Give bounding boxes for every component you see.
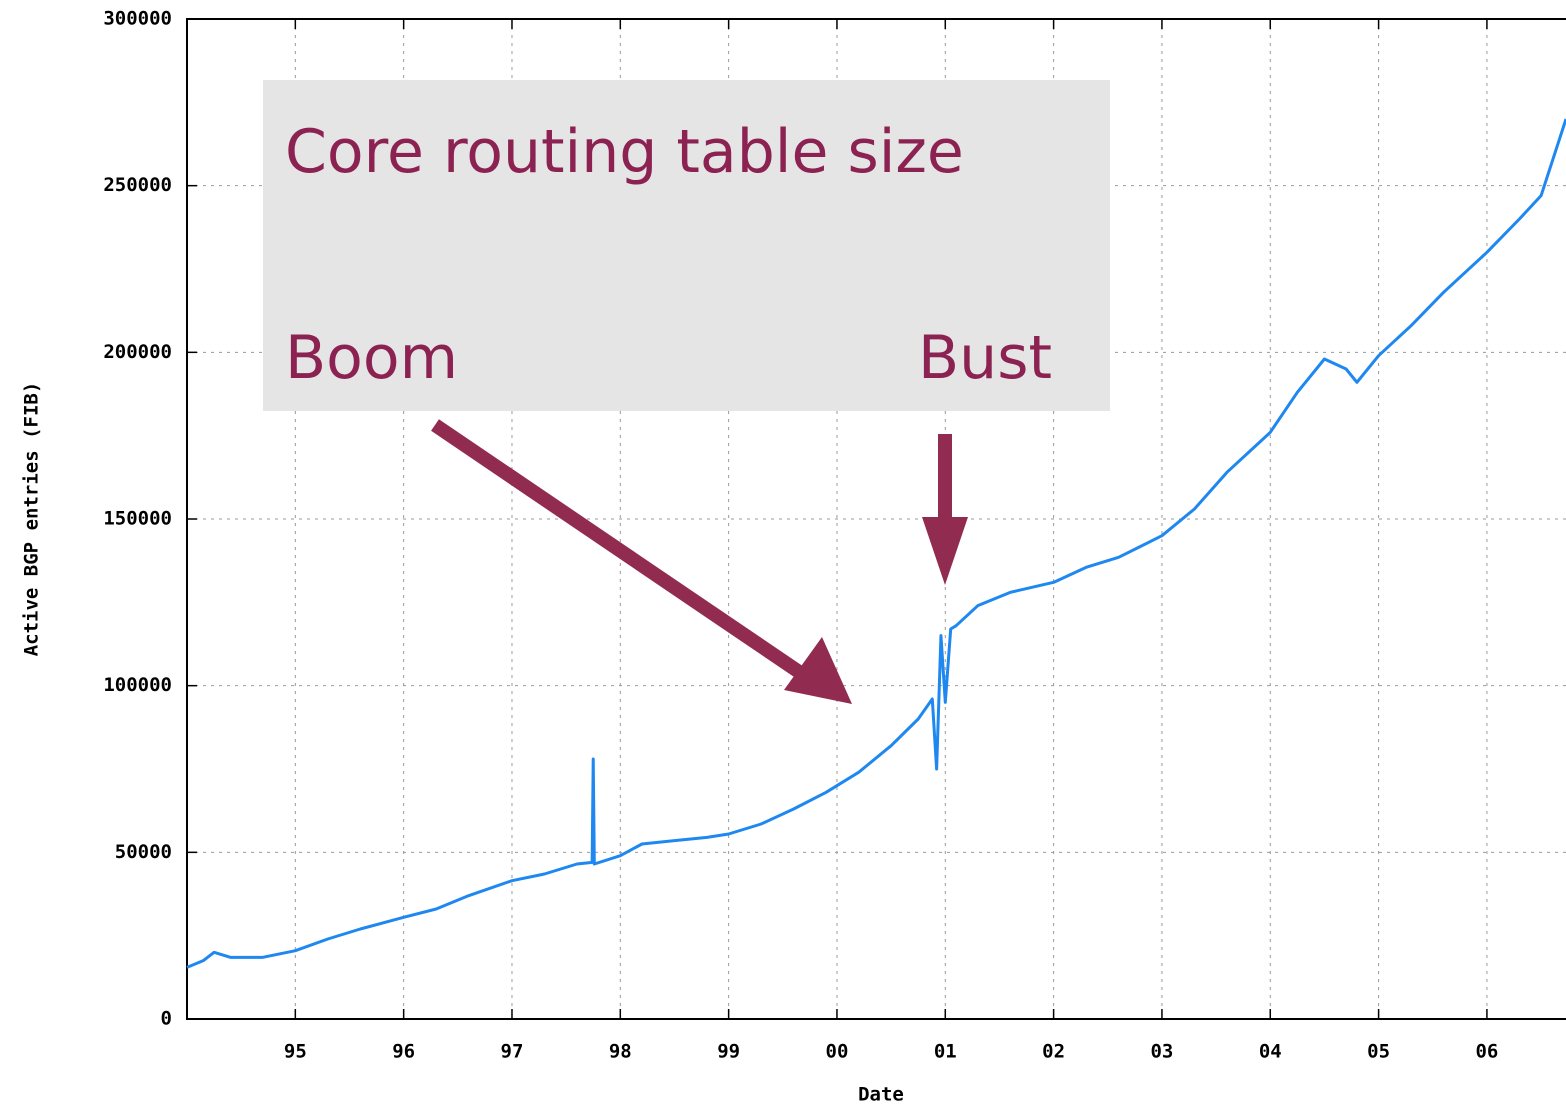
- x-tick-label: 04: [1259, 1041, 1282, 1063]
- boom-arrow-shaft: [431, 419, 812, 684]
- x-axis-label: Date: [858, 1084, 904, 1106]
- y-tick-label: 50000: [115, 841, 172, 863]
- boom-arrow-head: [784, 637, 852, 704]
- annotation-box: [263, 80, 1110, 411]
- y-tick-label: 150000: [103, 508, 172, 530]
- annotation-bust: Bust: [918, 323, 1052, 393]
- x-tick-label: 95: [284, 1041, 307, 1063]
- x-tick-label: 00: [826, 1041, 849, 1063]
- annotation-boom: Boom: [285, 323, 458, 393]
- x-tick-label: 06: [1475, 1041, 1498, 1063]
- x-tick-label: 98: [609, 1041, 632, 1063]
- x-tick-label: 03: [1150, 1041, 1173, 1063]
- y-tick-label: 100000: [103, 674, 172, 696]
- arrows: [431, 419, 968, 704]
- plot-frame: [186, 18, 1566, 1020]
- x-tick-label: 02: [1042, 1041, 1065, 1063]
- annotation-title: Core routing table size: [285, 117, 964, 187]
- y-tick-label: 300000: [103, 8, 172, 30]
- x-tick-label: 01: [934, 1041, 957, 1063]
- y-axis-label: Active BGP entries (FIB): [21, 382, 43, 657]
- y-tick-label: 250000: [103, 174, 172, 196]
- x-tick-label: 96: [392, 1041, 415, 1063]
- x-tick-label: 97: [501, 1041, 524, 1063]
- x-tick-label: 99: [717, 1041, 740, 1063]
- y-tick-label: 200000: [103, 341, 172, 363]
- y-tick-label: 0: [161, 1008, 172, 1030]
- x-tick-label: 05: [1367, 1041, 1390, 1063]
- data-line: [186, 118, 1566, 969]
- bust-arrow-head: [922, 517, 968, 585]
